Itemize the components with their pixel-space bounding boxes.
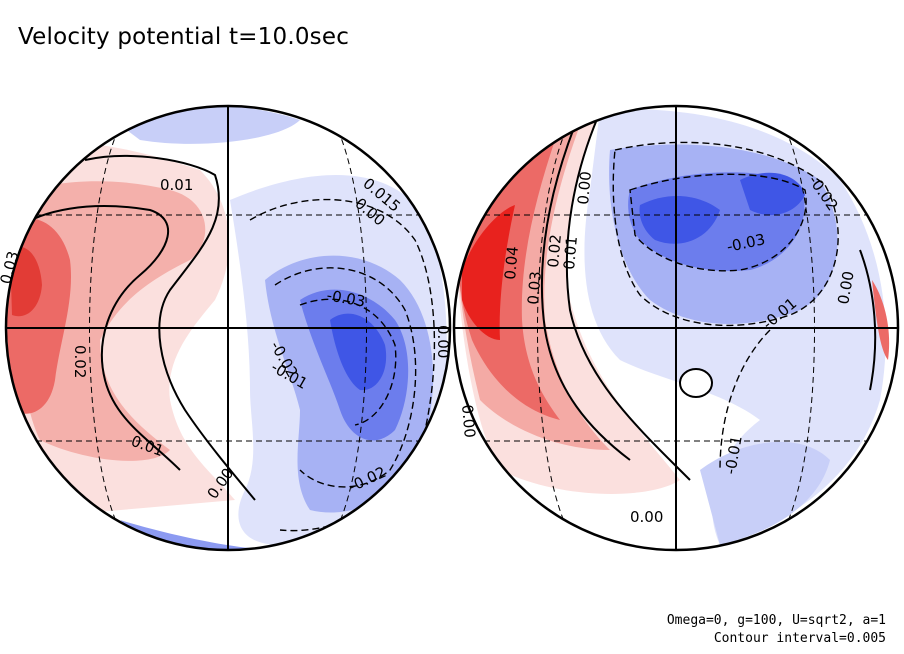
right-positive-east-sliver — [872, 280, 890, 360]
left-globe: 0.01 0.015 0.00 0.03 -0.03 0.02 -0.02 -0… — [0, 104, 452, 552]
left-globe-shading — [6, 106, 450, 550]
left-contour-label: 0.00 — [434, 325, 452, 358]
right-globe-shading — [454, 109, 898, 546]
plot-title: Velocity potential t=10.0sec — [18, 24, 350, 50]
left-globe-outline — [4, 104, 452, 552]
left-contour-label: 0.02 — [71, 345, 89, 378]
figure-footer: Omega=0, g=100, U=sqrt2, a=1 Contour int… — [667, 612, 886, 648]
right-negative-core-east — [740, 172, 805, 215]
right-contour-label: 0.00 — [630, 508, 663, 526]
right-contours-solid — [540, 111, 877, 481]
right-globe-outline — [452, 104, 900, 552]
right-contour-label: 0.03 — [524, 271, 545, 306]
contour-interval: Contour interval=0.005 — [713, 631, 886, 646]
right-negative-core — [639, 195, 720, 244]
right-zero-contour-island — [679, 368, 713, 398]
left-contour-label: 0.01 — [160, 176, 193, 194]
right-contours-dashed — [612, 141, 839, 471]
right-contour-label: 0.00 — [834, 270, 858, 306]
right-contour-label: 0.02 — [544, 234, 565, 269]
left-positive-core — [10, 246, 42, 317]
right-globe: 0.00 0.04 0.03 0.02 0.01 -0.03 -0.02 0.0… — [452, 104, 900, 552]
right-negative-bottom-patch — [700, 441, 830, 545]
left-negative-core — [330, 313, 387, 391]
right-contour-label: 0.04 — [501, 246, 522, 281]
right-contour-label: 0.00 — [574, 171, 595, 206]
left-contours-dashed — [249, 198, 436, 532]
left-contours-solid — [14, 155, 256, 501]
right-contour-label: 0.01 — [560, 236, 581, 271]
model-parameters: Omega=0, g=100, U=sqrt2, a=1 — [666, 613, 886, 628]
right-positive-core — [462, 205, 515, 340]
right-contour-label: 0.00 — [458, 404, 479, 439]
